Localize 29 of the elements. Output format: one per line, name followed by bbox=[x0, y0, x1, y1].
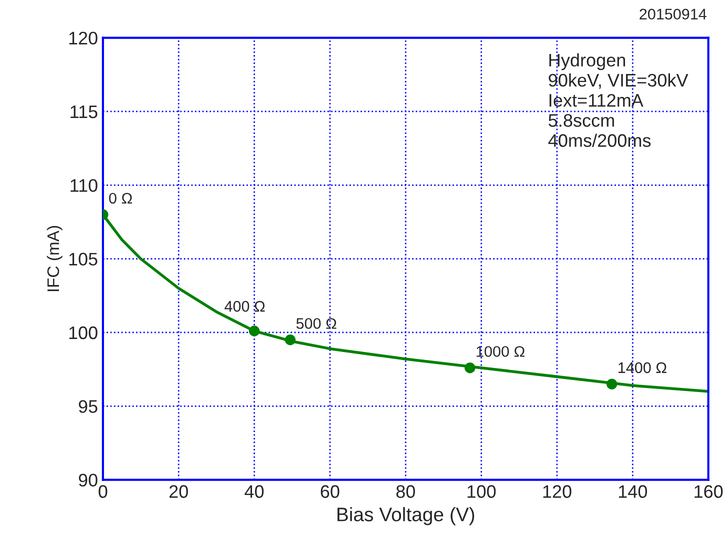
y-tick-label: 90 bbox=[78, 474, 98, 487]
x-axis-title: Bias Voltage (V) bbox=[338, 507, 474, 526]
y-tick-label: 110 bbox=[70, 179, 98, 192]
x-tick-label: 20 bbox=[169, 485, 188, 498]
x-tick-label: 80 bbox=[396, 485, 415, 498]
point bbox=[248, 326, 260, 336]
x-tick-label: 160 bbox=[694, 485, 723, 498]
y-tick-label: 115 bbox=[70, 106, 98, 118]
x-tick-label: 120 bbox=[543, 485, 572, 498]
annotation: Hydrogen 90keV, VIE=30kV Iext=112mA 5.8sccm 40ms/200ms bbox=[548, 53, 688, 147]
annotation: 1400 Ω bbox=[618, 362, 666, 374]
point bbox=[464, 362, 476, 374]
x-tick-label: 100 bbox=[468, 485, 496, 498]
y-tick-label: 100 bbox=[69, 326, 98, 340]
annotation: 0 Ω bbox=[109, 192, 132, 204]
y-tick-label: 120 bbox=[69, 32, 98, 45]
y-axis-title: IFC (mA) bbox=[46, 226, 62, 292]
x-tick-label: 0 bbox=[98, 485, 108, 498]
y-tick-label: 95 bbox=[78, 400, 98, 413]
text: 20150914 bbox=[640, 8, 706, 20]
annotation: 500 Ω bbox=[296, 318, 336, 329]
x-tick-label: 60 bbox=[320, 485, 340, 498]
annotation: 1000 Ω bbox=[476, 346, 525, 357]
x-tick-label: 40 bbox=[244, 485, 264, 498]
point bbox=[606, 378, 618, 390]
x-tick-label: 140 bbox=[618, 485, 648, 498]
y-tick-label: 105 bbox=[69, 252, 98, 266]
annotation: 400 Ω bbox=[224, 300, 265, 312]
point bbox=[284, 334, 296, 346]
